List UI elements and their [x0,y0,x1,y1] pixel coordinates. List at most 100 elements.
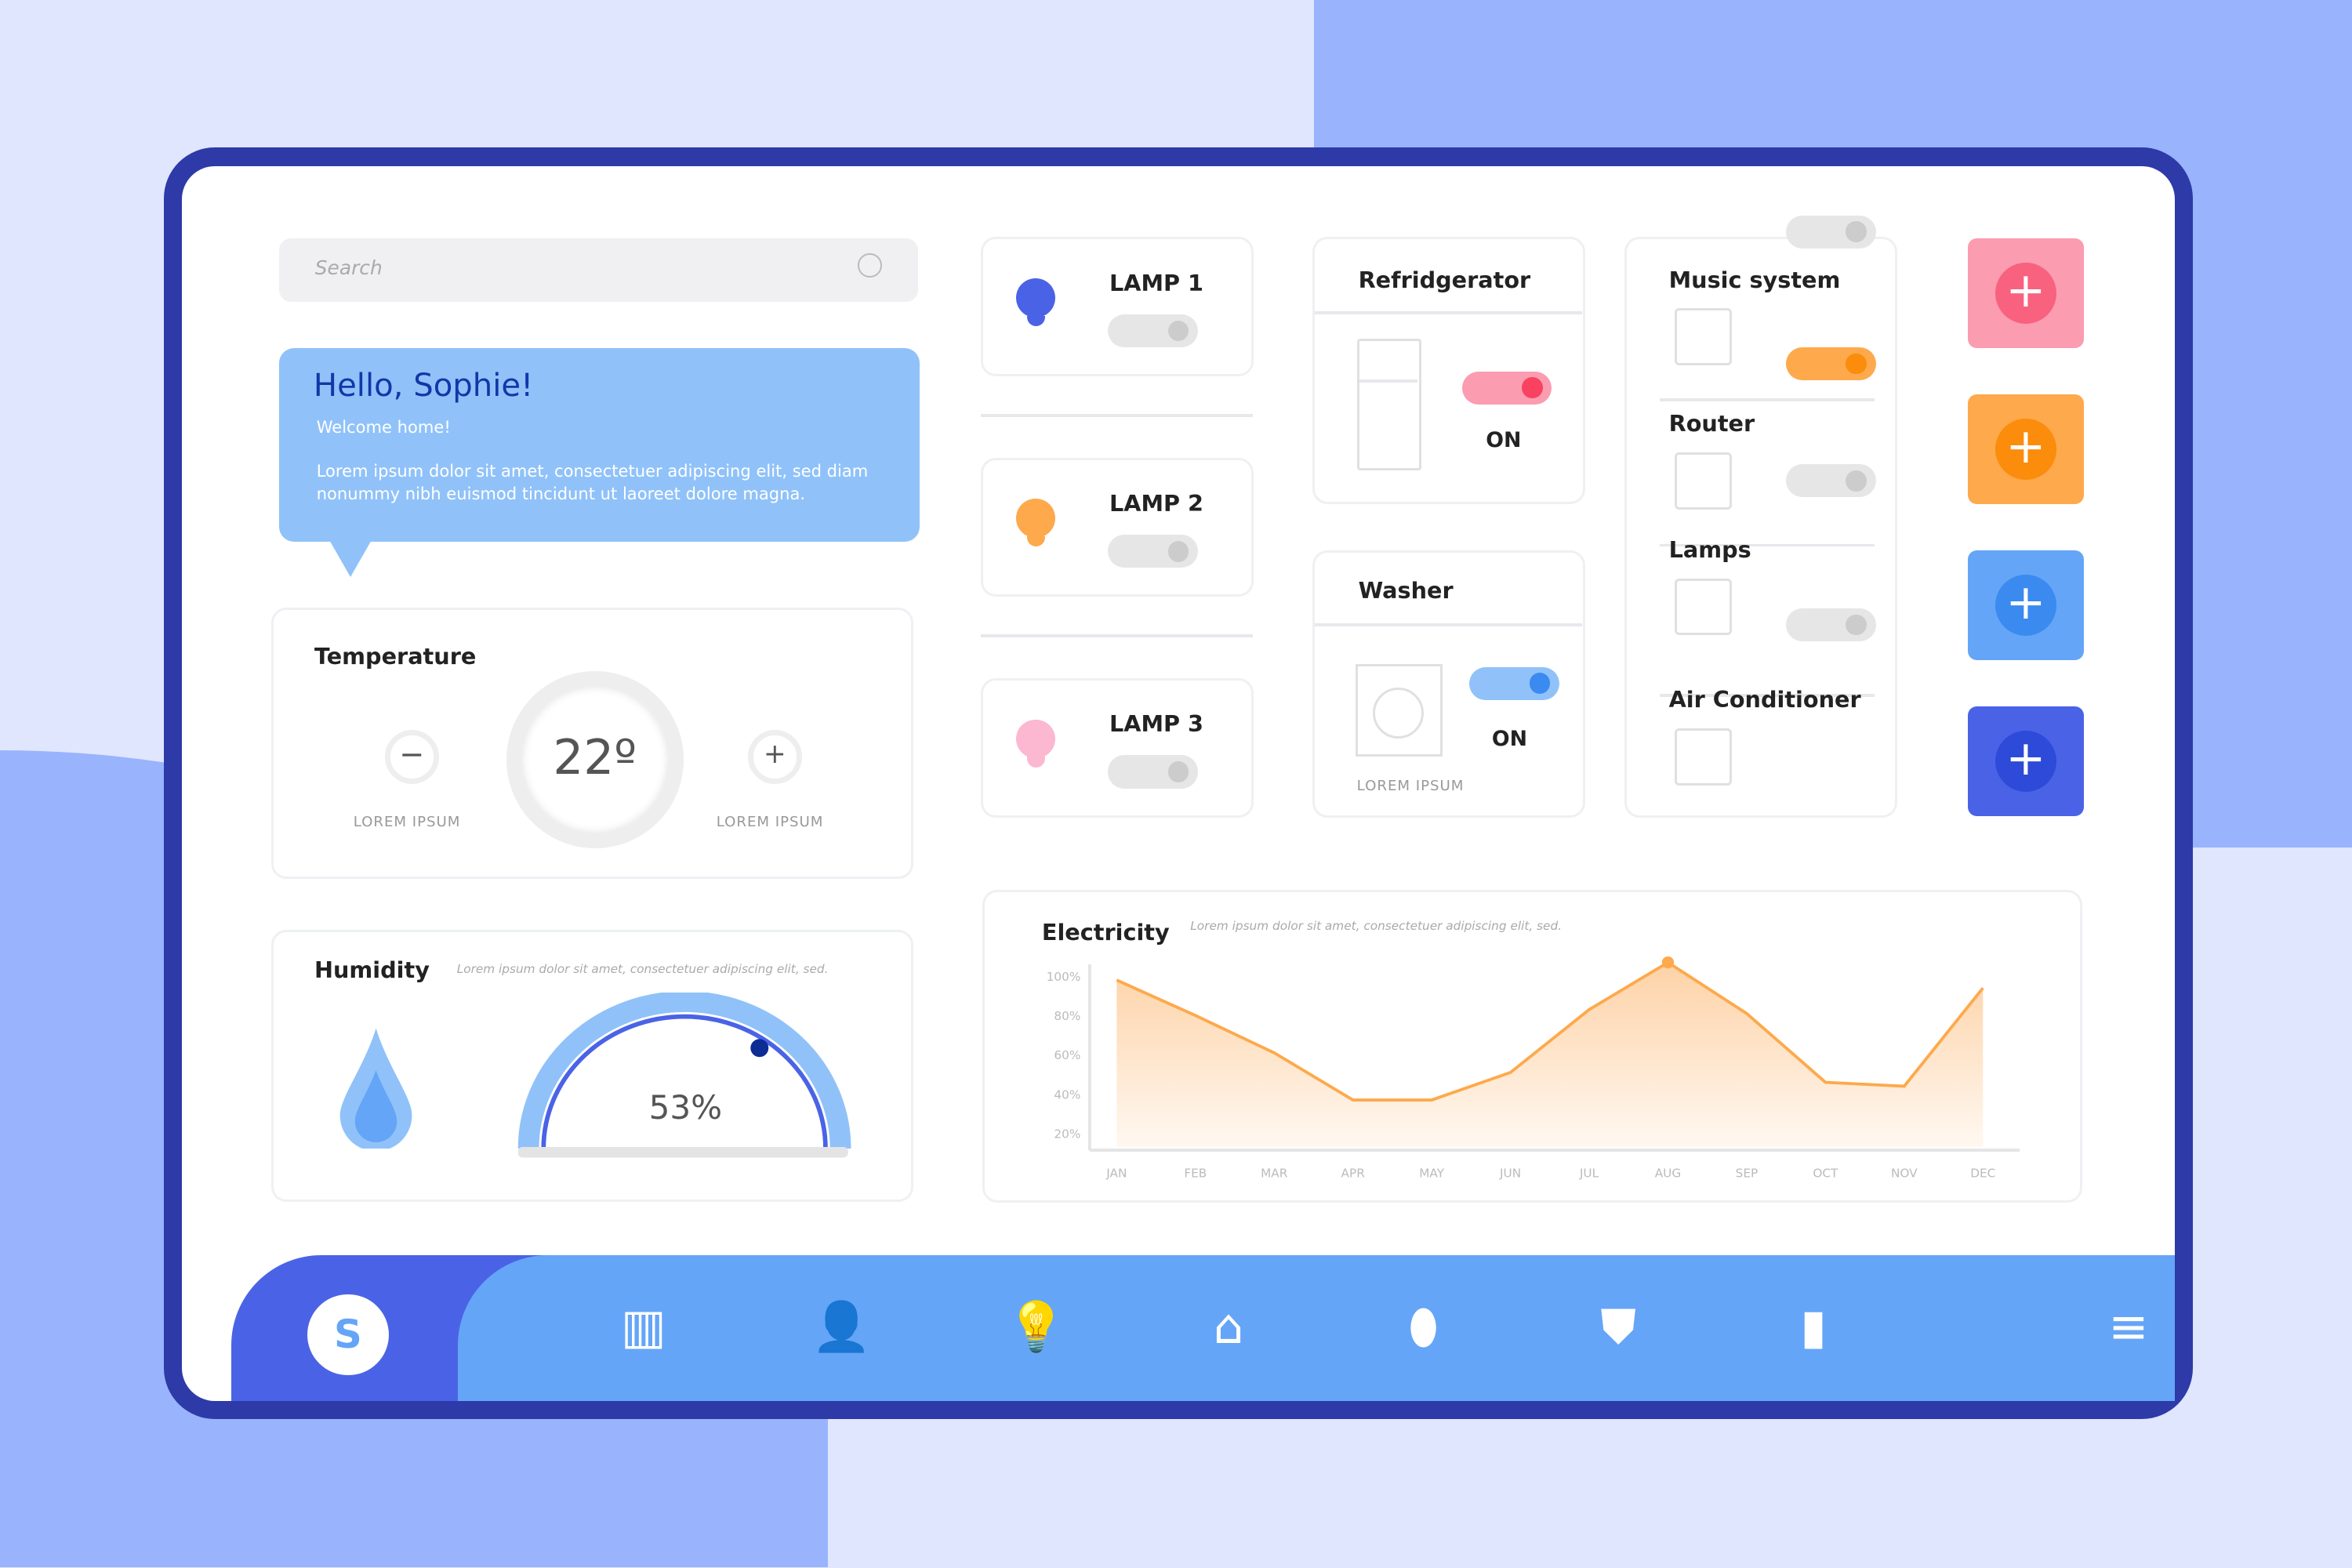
user-icon[interactable]: 👤 [811,1298,872,1355]
divider [1660,693,1875,697]
device-label: Router [1668,410,1755,437]
add-button[interactable]: + [1968,550,2084,660]
humidity-title: Humidity [314,956,430,983]
electricity-chart: 100% 80% 60% 40% 20% JAN FEB MAR APR MAY JUN JUL AUG… [1047,956,2020,1180]
x-tick-label: JUL [1579,1166,1599,1180]
device-label: Lamps [1668,536,1751,564]
devices-card: Music system Router Lamps Air Conditione… [1624,215,1898,818]
lamp-toggle[interactable] [1108,755,1198,789]
gauge-handle[interactable] [750,1039,769,1057]
decrease-button[interactable]: − [384,729,439,784]
washer-state: ON [1491,727,1528,752]
refrigerator-title: Refridgerator [1358,266,1531,293]
washer-icon [1355,663,1443,757]
device-toggle[interactable] [1785,215,1876,249]
x-tick-label: AUG [1655,1166,1682,1180]
dashboard-icon[interactable]: ▥ [620,1298,666,1355]
menu-icon[interactable]: ≡ [2108,1298,2149,1355]
refrigerator-state: ON [1486,428,1522,453]
device-toggle[interactable] [1785,608,1876,641]
divider [981,414,1253,417]
device-icon [1675,308,1732,365]
bottom-nav: ▥ 👤 💡 ⌂ ⬮ ⛊ ▮ ≡ [457,1255,2176,1401]
divider [1315,623,1582,626]
x-tick-label: JUN [1499,1166,1521,1180]
dashboard-screen: Search Hello, Sophie! Welcome home! Lore… [181,166,2176,1401]
x-tick-label: MAY [1419,1166,1444,1180]
series-line [1116,960,1984,1102]
greeting-card: Hello, Sophie! Welcome home! Lorem ipsum… [278,347,920,542]
avatar[interactable]: S [307,1294,389,1376]
search-input[interactable]: Search [278,238,918,302]
water-drop-icon [339,1028,412,1149]
x-tick-label: NOV [1891,1166,1918,1180]
device-icon [1675,728,1732,786]
electricity-title: Electricity [1041,918,1170,946]
add-button[interactable]: + [1968,706,2084,816]
greeting-subtitle: Welcome home! [316,416,451,437]
increase-label: LOREM IPSUM [716,814,824,831]
lamp-label: LAMP 3 [1109,710,1203,738]
bulb-icon [1016,278,1056,327]
increase-button[interactable]: + [747,729,802,784]
device-label: Music system [1668,266,1841,293]
refrigerator-toggle[interactable] [1461,371,1552,405]
humidity-value: 53% [648,1088,723,1127]
washer-card: Washer ON LOREM IPSUM [1312,550,1586,818]
lamp-toggle[interactable] [1108,314,1198,347]
refrigerator-card: Refridgerator ON [1312,237,1586,504]
temperature-title: Temperature [314,642,477,670]
humidity-gauge [518,992,851,1158]
y-tick-label: 40% [1054,1087,1081,1102]
stats-icon[interactable]: ▮ [1800,1298,1827,1355]
divider [981,634,1253,638]
electricity-card: Electricity Lorem ipsum dolor sit amet, … [982,889,2082,1203]
search-placeholder: Search [314,256,383,280]
device-toggle[interactable] [1785,464,1876,498]
lamp-card: LAMP 1 [981,237,1254,377]
x-tick-label: SEP [1736,1166,1759,1180]
x-tick-label: APR [1341,1166,1366,1180]
lamp-card: LAMP 3 [981,677,1254,818]
y-tick-label: 20% [1054,1127,1081,1141]
washer-caption: LOREM IPSUM [1356,778,1465,795]
decrease-label: LOREM IPSUM [353,814,461,831]
plus-icon: + [1994,262,2057,325]
speech-tail [328,538,372,577]
divider [1315,311,1582,314]
temperature-dial[interactable]: 22º [506,671,684,849]
bulb-icon [1016,499,1056,547]
humidity-desc: Lorem ipsum dolor sit amet, consectetuer… [456,962,829,977]
x-tick-label: OCT [1813,1166,1839,1180]
add-button[interactable]: + [1968,394,2084,504]
fridge-icon [1356,338,1421,470]
shield-icon[interactable]: ⛊ [1600,1298,1637,1355]
data-point [1662,956,1675,968]
home-icon[interactable]: ⌂ [1213,1298,1244,1355]
washer-toggle[interactable] [1469,666,1559,700]
divider [1660,543,1875,547]
divider [1660,398,1875,401]
device-toggle[interactable] [1785,347,1876,381]
device-icon [1675,452,1732,510]
location-icon[interactable]: ⬮ [1408,1298,1439,1355]
add-button[interactable]: + [1968,238,2084,348]
area-fill [1116,962,1984,1147]
x-tick-label: MAR [1261,1166,1288,1180]
greeting-body: Lorem ipsum dolor sit amet, consectetuer… [316,461,869,504]
y-tick-label: 60% [1054,1048,1081,1062]
x-tick-label: DEC [1970,1166,1995,1180]
bulb-icon[interactable]: 💡 [1006,1298,1067,1355]
y-tick-label: 80% [1054,1009,1081,1023]
search-icon[interactable] [858,253,882,278]
greeting-title: Hello, Sophie! [313,367,534,404]
x-tick-label: FEB [1185,1166,1207,1180]
device-icon [1675,578,1732,636]
lamp-toggle[interactable] [1108,535,1198,568]
plus-icon: + [1994,730,2057,793]
plus-icon: + [1994,574,2057,637]
electricity-desc: Lorem ipsum dolor sit amet, consectetuer… [1190,918,1563,933]
humidity-card: Humidity Lorem ipsum dolor sit amet, con… [271,930,914,1202]
lamp-label: LAMP 1 [1109,269,1203,296]
